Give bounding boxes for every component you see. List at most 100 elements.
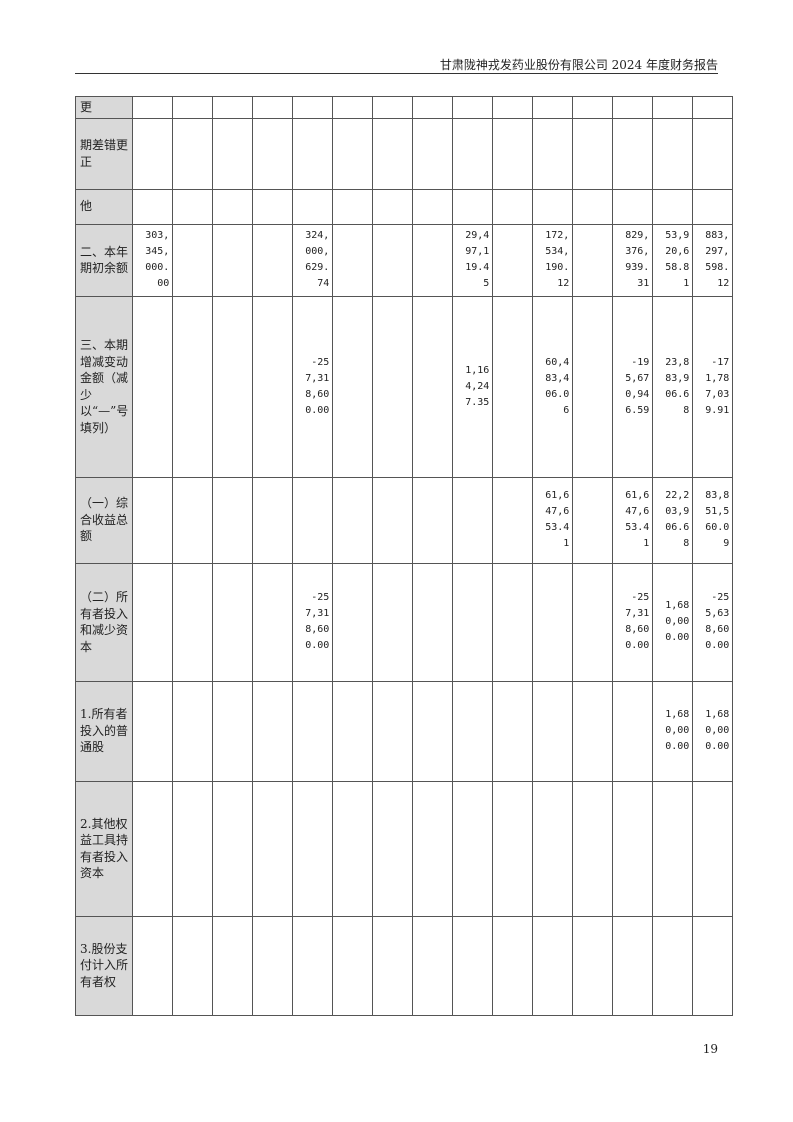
table-cell: 324,000,629.74 <box>292 223 334 297</box>
table-cell <box>332 476 374 564</box>
row-label: （一）综合收益总额 <box>74 476 134 564</box>
table-cell <box>612 117 654 190</box>
table-cell <box>132 96 174 119</box>
page-header-title: 甘肃陇神戎发药业股份有限公司 2024 年度财务报告 <box>439 58 718 72</box>
table-cell <box>212 680 254 782</box>
table-cell <box>572 680 614 782</box>
table-cell <box>172 780 214 917</box>
table-cell: 883,297,598.12 <box>692 223 734 297</box>
cell-value: 22,203,906.68 <box>665 490 690 549</box>
table-cell <box>572 476 614 564</box>
table-cell <box>412 476 454 564</box>
table-cell <box>292 915 334 1016</box>
table-cell <box>572 188 614 225</box>
table-cell <box>492 562 534 682</box>
table-cell <box>332 223 374 297</box>
cell-value: 303,345,000.00 <box>145 230 170 289</box>
table-cell <box>132 780 174 917</box>
cell-value: 1,164,247.35 <box>465 364 490 408</box>
table-cell <box>412 680 454 782</box>
table-cell <box>452 680 494 782</box>
table-cell <box>692 780 734 917</box>
table-cell <box>212 223 254 297</box>
cell-value: 1,680,000.00 <box>665 709 690 752</box>
table-cell <box>692 188 734 225</box>
table-row: 3.股份支付计入所有者权 <box>74 915 734 1016</box>
table-cell <box>492 476 534 564</box>
cell-value: 53,920,658.81 <box>665 230 690 289</box>
table-cell <box>412 96 454 119</box>
table-cell <box>452 117 494 190</box>
row-label: （二）所有者投入和减少资本 <box>74 562 134 682</box>
cell-value: 829,376,939.31 <box>625 230 650 289</box>
cell-value: 29,497,119.45 <box>465 230 490 289</box>
table-cell <box>492 915 534 1016</box>
table-row: （一）综合收益总额 61,647,653.41 61,647,653.41 22,20… <box>74 476 734 564</box>
cell-value: 1,680,000.00 <box>665 600 690 643</box>
table-cell: -257,318,600.00 <box>292 562 334 682</box>
table-row: 二、本年期初余额 303,345,000.00 324,000,629.74 29,4… <box>74 223 734 297</box>
table-cell: 60,483,406.06 <box>532 295 574 478</box>
table-cell <box>172 562 214 682</box>
table-cell <box>532 915 574 1016</box>
table-cell <box>372 680 414 782</box>
cell-value: -255,638,600.00 <box>705 592 730 651</box>
table-row: 三、本期增减变动金额（减少以“—”号填列） -257,318,600.00 1,16… <box>74 295 734 478</box>
table-cell <box>172 117 214 190</box>
table-cell <box>212 780 254 917</box>
table-cell <box>212 915 254 1016</box>
row-label: 三、本期增减变动金额（减少以“—”号填列） <box>74 295 134 478</box>
table-cell <box>492 295 534 478</box>
table-cell: 22,203,906.68 <box>652 476 694 564</box>
table-cell <box>292 96 334 119</box>
table-cell <box>212 295 254 478</box>
table-cell <box>612 915 654 1016</box>
table-cell <box>652 188 694 225</box>
table-cell <box>372 915 414 1016</box>
table-cell: 1,680,000.00 <box>652 680 694 782</box>
table-cell: -257,318,600.00 <box>612 562 654 682</box>
table-cell <box>332 780 374 917</box>
table-cell <box>492 117 534 190</box>
table-cell <box>132 188 174 225</box>
table-cell <box>612 780 654 917</box>
table-cell <box>252 96 294 119</box>
table-cell: 61,647,653.41 <box>532 476 574 564</box>
table-cell <box>532 780 574 917</box>
cell-value: 324,000,629.74 <box>305 230 330 289</box>
table-cell <box>252 780 294 917</box>
cell-value: 61,647,653.41 <box>625 490 650 549</box>
table-cell <box>372 562 414 682</box>
table-cell <box>332 117 374 190</box>
table-cell <box>572 117 614 190</box>
row-label: 更 <box>74 96 134 119</box>
table-cell <box>412 562 454 682</box>
table-cell <box>172 476 214 564</box>
table-cell: 303,345,000.00 <box>132 223 174 297</box>
table-cell: 1,680,000.00 <box>692 680 734 782</box>
table-cell <box>132 915 174 1016</box>
table-cell: 29,497,119.45 <box>452 223 494 297</box>
table-cell <box>532 117 574 190</box>
table-cell <box>452 915 494 1016</box>
table-cell <box>532 562 574 682</box>
row-label: 2.其他权益工具持有者投入资本 <box>74 780 134 917</box>
table-cell <box>612 680 654 782</box>
table-cell <box>452 562 494 682</box>
table-cell: 829,376,939.31 <box>612 223 654 297</box>
table-cell <box>172 223 214 297</box>
table-cell <box>612 96 654 119</box>
table-cell <box>292 188 334 225</box>
table-cell: 61,647,653.41 <box>612 476 654 564</box>
table-cell: -255,638,600.00 <box>692 562 734 682</box>
cell-value: 60,483,406.06 <box>545 356 570 416</box>
table-cell <box>252 295 294 478</box>
header-divider <box>75 73 718 74</box>
table-cell <box>572 295 614 478</box>
table-cell <box>252 117 294 190</box>
table-cell <box>252 915 294 1016</box>
table-cell <box>172 188 214 225</box>
table-cell <box>532 680 574 782</box>
table-cell <box>452 476 494 564</box>
table-cell <box>132 680 174 782</box>
